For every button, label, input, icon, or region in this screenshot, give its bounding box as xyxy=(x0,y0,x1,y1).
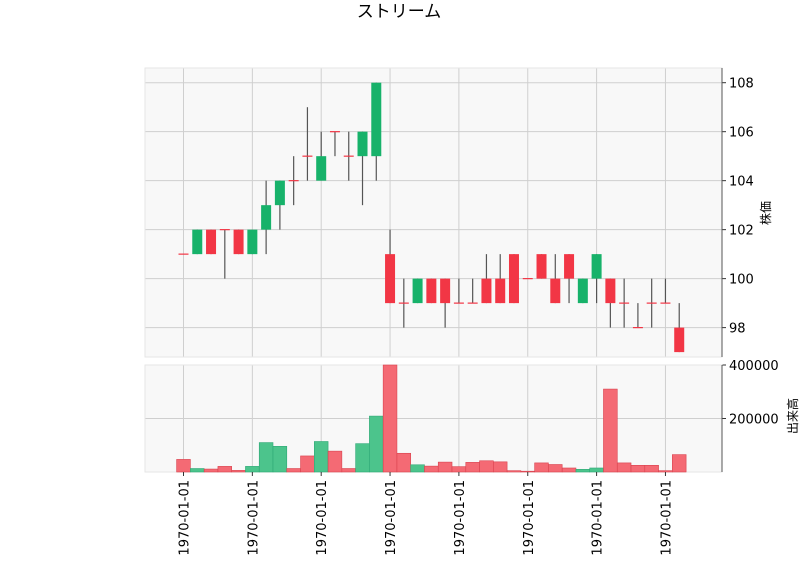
x-tick-label: 1970-01-01 xyxy=(384,480,399,556)
volume-bar xyxy=(314,441,329,473)
volume-bar xyxy=(396,452,412,473)
volume-bar xyxy=(369,415,384,473)
candle-body xyxy=(426,278,437,304)
candle-body xyxy=(357,131,368,157)
volume-tick-label: 200000 xyxy=(729,413,779,428)
volume-bar xyxy=(520,470,535,473)
candle-body xyxy=(550,278,561,304)
volume-axis-label: 出来高 xyxy=(785,398,800,434)
candle-body xyxy=(385,254,396,304)
candle-body xyxy=(412,278,423,304)
volume-bar xyxy=(589,467,604,473)
candle-body xyxy=(316,156,327,181)
volume-bar xyxy=(176,459,191,473)
volume-bar xyxy=(437,461,453,473)
candle-body xyxy=(440,278,451,304)
volume-bar xyxy=(231,470,246,473)
price-tick-label: 106 xyxy=(729,126,754,141)
x-tick-label: 1970-01-01 xyxy=(453,480,468,556)
candle-body xyxy=(508,254,519,304)
price-plot-area xyxy=(145,68,722,357)
volume-bar xyxy=(272,446,288,473)
volume-bar xyxy=(424,465,439,473)
volume-bar xyxy=(451,466,467,473)
volume-bar xyxy=(644,465,659,473)
chart-title: ストリーム xyxy=(357,2,442,22)
volume-panel: 200000 400000 xyxy=(144,359,779,473)
x-tick-label: 1970-01-01 xyxy=(178,480,193,556)
volume-bar xyxy=(355,443,370,473)
volume-bar xyxy=(258,442,274,473)
price-tick-label: 98 xyxy=(729,322,746,337)
volume-bar xyxy=(190,468,205,473)
candle-body xyxy=(233,229,244,255)
candle-body xyxy=(247,229,258,255)
volume-bar xyxy=(630,465,646,473)
volume-bar xyxy=(616,462,632,473)
price-tick-label: 102 xyxy=(729,224,754,239)
volume-bar xyxy=(300,455,315,473)
price-panel: 98 100 102 104 106 108 xyxy=(144,67,754,358)
x-axis: 1970-01-01 1970-01-01 1970-01-01 1970-01-01… xyxy=(178,472,674,556)
x-tick-label: 1970-01-01 xyxy=(659,480,674,556)
x-tick-label: 1970-01-01 xyxy=(591,480,606,556)
candle-body xyxy=(371,82,382,157)
volume-bar xyxy=(603,388,618,473)
price-tick-label: 104 xyxy=(729,175,754,190)
price-axis-label: 株価 xyxy=(758,201,773,225)
volume-bar xyxy=(534,462,549,473)
volume-bar xyxy=(382,364,398,473)
price-tick-label: 108 xyxy=(729,77,754,92)
candle-body xyxy=(261,205,272,230)
candle-body xyxy=(536,254,547,279)
volume-bar xyxy=(548,464,563,473)
candle-body xyxy=(481,278,492,304)
candle-body xyxy=(564,254,575,279)
volume-bar xyxy=(672,454,687,473)
volume-bar xyxy=(493,461,508,473)
volume-bar xyxy=(245,466,260,473)
candle-body xyxy=(495,278,506,304)
volume-bar xyxy=(658,470,673,473)
volume-bar xyxy=(203,468,219,473)
x-tick-label: 1970-01-01 xyxy=(315,480,330,556)
volume-bar xyxy=(479,460,494,473)
volume-bar xyxy=(575,469,591,473)
volume-bar xyxy=(410,464,425,473)
volume-bar xyxy=(465,462,480,473)
x-tick-label: 1970-01-01 xyxy=(522,480,537,556)
candle-body xyxy=(577,278,588,304)
candle-body xyxy=(206,229,217,255)
price-tick-label: 100 xyxy=(729,273,754,288)
volume-tick-label: 400000 xyxy=(729,359,779,374)
candle-body xyxy=(605,278,616,304)
volume-bar xyxy=(327,450,343,473)
candle-body xyxy=(591,254,602,279)
volume-bar xyxy=(217,466,232,473)
volume-bar xyxy=(341,468,356,473)
candle-body xyxy=(674,327,685,353)
volume-bar xyxy=(561,467,577,473)
candle-body xyxy=(192,229,203,255)
volume-bar xyxy=(286,468,301,473)
volume-bar xyxy=(506,470,522,473)
x-tick-label: 1970-01-01 xyxy=(246,480,261,556)
candle-body xyxy=(274,180,285,206)
